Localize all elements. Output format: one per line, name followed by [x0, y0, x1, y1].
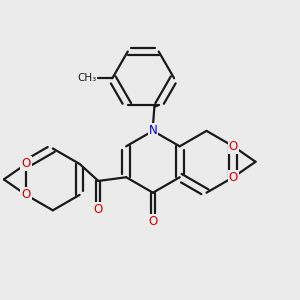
Text: O: O [229, 171, 238, 184]
Text: O: O [229, 140, 238, 153]
Text: N: N [148, 124, 157, 137]
Text: O: O [148, 215, 158, 228]
Text: O: O [21, 188, 31, 201]
Text: O: O [94, 203, 103, 216]
Text: O: O [21, 158, 31, 170]
Text: CH₃: CH₃ [77, 73, 97, 83]
